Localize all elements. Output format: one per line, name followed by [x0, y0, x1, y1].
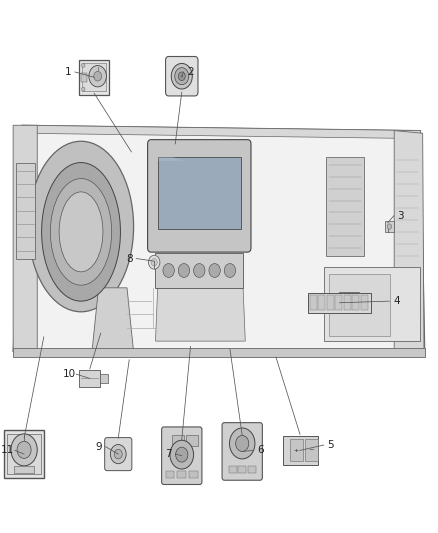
- FancyBboxPatch shape: [148, 140, 251, 252]
- Circle shape: [81, 63, 85, 68]
- Polygon shape: [155, 288, 245, 341]
- Text: +: +: [293, 448, 298, 453]
- Ellipse shape: [59, 192, 103, 272]
- Text: 5: 5: [327, 440, 334, 450]
- Text: 1: 1: [64, 67, 71, 77]
- FancyBboxPatch shape: [162, 427, 202, 484]
- Circle shape: [178, 264, 190, 277]
- Text: 4: 4: [393, 296, 400, 306]
- Bar: [7, 434, 41, 474]
- Bar: [79, 370, 100, 387]
- Bar: [16, 163, 35, 259]
- FancyBboxPatch shape: [105, 438, 132, 471]
- Bar: [328, 274, 390, 336]
- Bar: [283, 436, 318, 465]
- Text: 9: 9: [95, 442, 102, 451]
- Bar: [360, 295, 367, 310]
- Bar: [100, 374, 108, 383]
- Bar: [318, 295, 325, 310]
- Bar: [166, 471, 174, 478]
- Circle shape: [163, 264, 174, 277]
- Text: 10: 10: [63, 369, 76, 379]
- Bar: [352, 295, 359, 310]
- Circle shape: [17, 441, 31, 458]
- Circle shape: [148, 255, 160, 269]
- Bar: [327, 295, 334, 310]
- Bar: [79, 60, 109, 95]
- Circle shape: [236, 435, 249, 451]
- Circle shape: [114, 449, 122, 459]
- Bar: [335, 295, 343, 310]
- Circle shape: [175, 68, 189, 85]
- Circle shape: [151, 259, 157, 266]
- Bar: [326, 157, 364, 256]
- Polygon shape: [92, 288, 134, 352]
- Bar: [177, 471, 186, 478]
- Bar: [13, 348, 425, 357]
- Bar: [4, 430, 44, 478]
- Bar: [344, 295, 351, 310]
- Bar: [172, 435, 184, 446]
- Bar: [82, 63, 106, 92]
- Text: 7: 7: [165, 449, 172, 459]
- Text: 11: 11: [1, 446, 14, 455]
- Bar: [155, 253, 243, 288]
- Bar: [81, 73, 87, 82]
- Circle shape: [110, 445, 126, 464]
- Bar: [324, 266, 420, 341]
- Ellipse shape: [50, 179, 112, 285]
- Circle shape: [387, 224, 392, 229]
- Circle shape: [194, 264, 205, 277]
- Bar: [310, 295, 317, 310]
- Polygon shape: [13, 125, 37, 354]
- FancyBboxPatch shape: [222, 423, 262, 480]
- Bar: [158, 157, 241, 229]
- Bar: [14, 466, 34, 473]
- FancyBboxPatch shape: [166, 56, 198, 96]
- Circle shape: [170, 440, 194, 469]
- Circle shape: [230, 428, 255, 459]
- Bar: [238, 466, 246, 473]
- Circle shape: [171, 63, 192, 89]
- Bar: [189, 471, 198, 478]
- Circle shape: [89, 66, 106, 87]
- Circle shape: [178, 72, 185, 80]
- Polygon shape: [394, 131, 424, 352]
- Polygon shape: [22, 125, 420, 139]
- Circle shape: [94, 71, 102, 81]
- Circle shape: [11, 434, 37, 466]
- Circle shape: [176, 447, 188, 462]
- Bar: [307, 293, 371, 313]
- Text: 6: 6: [257, 446, 264, 455]
- Ellipse shape: [28, 141, 134, 312]
- Circle shape: [180, 75, 183, 78]
- Text: 3: 3: [397, 211, 404, 221]
- Polygon shape: [159, 157, 184, 161]
- Ellipse shape: [42, 163, 120, 301]
- Text: 2: 2: [187, 67, 194, 77]
- Bar: [248, 466, 256, 473]
- Text: 8: 8: [126, 254, 133, 263]
- Circle shape: [81, 87, 85, 92]
- Circle shape: [209, 264, 220, 277]
- Bar: [290, 439, 303, 461]
- Text: −: −: [308, 447, 314, 454]
- Bar: [186, 435, 198, 446]
- Polygon shape: [13, 125, 425, 354]
- Circle shape: [224, 264, 236, 277]
- Bar: [305, 439, 318, 461]
- Bar: [385, 221, 394, 232]
- Bar: [229, 466, 237, 473]
